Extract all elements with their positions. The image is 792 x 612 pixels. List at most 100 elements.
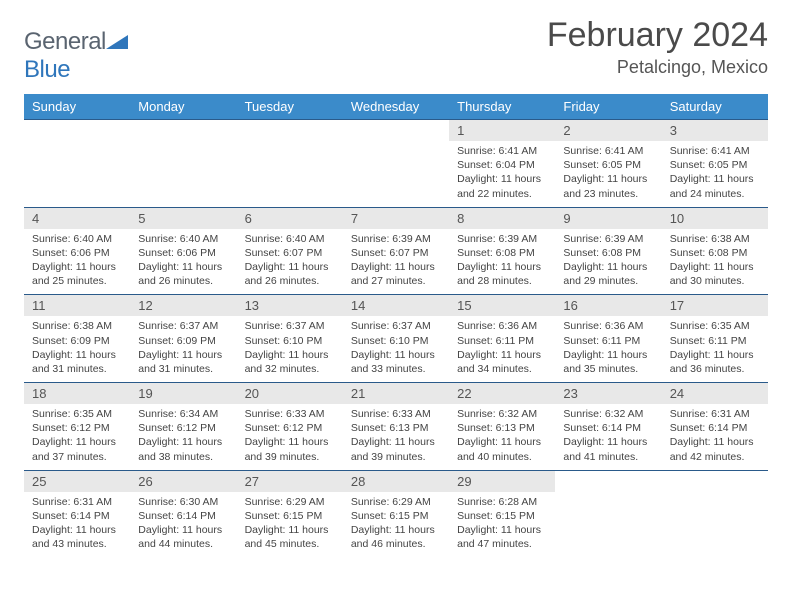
logo-part1: General — [24, 28, 106, 55]
sunset-line: Sunset: 6:15 PM — [351, 509, 441, 523]
day-number-cell: 16 — [555, 295, 661, 317]
logo-text: General Blue — [24, 28, 128, 84]
sunset-line: Sunset: 6:11 PM — [670, 334, 760, 348]
daylight-line: Daylight: 11 hours and 31 minutes. — [138, 348, 228, 376]
sunset-line: Sunset: 6:10 PM — [245, 334, 335, 348]
sunrise-line: Sunrise: 6:33 AM — [245, 407, 335, 421]
sunset-line: Sunset: 6:15 PM — [457, 509, 547, 523]
weekday-header: Saturday — [662, 94, 768, 120]
sunset-line: Sunset: 6:15 PM — [245, 509, 335, 523]
sunset-line: Sunset: 6:13 PM — [457, 421, 547, 435]
day-text-cell: Sunrise: 6:31 AMSunset: 6:14 PMDaylight:… — [662, 404, 768, 470]
title-block: February 2024 Petalcingo, Mexico — [547, 16, 768, 78]
day-number-cell: 18 — [24, 383, 130, 405]
day-number-cell: 28 — [343, 470, 449, 492]
day-number-cell: 25 — [24, 470, 130, 492]
sunset-line: Sunset: 6:14 PM — [670, 421, 760, 435]
day-number-row: 18192021222324 — [24, 383, 768, 405]
sunset-line: Sunset: 6:06 PM — [32, 246, 122, 260]
day-number-cell — [24, 120, 130, 142]
day-text-cell: Sunrise: 6:29 AMSunset: 6:15 PMDaylight:… — [343, 492, 449, 558]
weekday-header: Wednesday — [343, 94, 449, 120]
day-text-row: Sunrise: 6:40 AMSunset: 6:06 PMDaylight:… — [24, 229, 768, 295]
day-number-cell: 15 — [449, 295, 555, 317]
sunrise-line: Sunrise: 6:36 AM — [563, 319, 653, 333]
day-text-cell: Sunrise: 6:41 AMSunset: 6:04 PMDaylight:… — [449, 141, 555, 207]
day-text-row: Sunrise: 6:38 AMSunset: 6:09 PMDaylight:… — [24, 316, 768, 382]
day-number-cell: 21 — [343, 383, 449, 405]
daylight-line: Daylight: 11 hours and 31 minutes. — [32, 348, 122, 376]
sunset-line: Sunset: 6:05 PM — [563, 158, 653, 172]
daylight-line: Daylight: 11 hours and 46 minutes. — [351, 523, 441, 551]
weekday-header: Monday — [130, 94, 236, 120]
day-text-cell: Sunrise: 6:39 AMSunset: 6:07 PMDaylight:… — [343, 229, 449, 295]
day-text-row: Sunrise: 6:41 AMSunset: 6:04 PMDaylight:… — [24, 141, 768, 207]
logo-part2: Blue — [24, 56, 70, 83]
sunrise-line: Sunrise: 6:30 AM — [138, 495, 228, 509]
day-number-cell: 3 — [662, 120, 768, 142]
daylight-line: Daylight: 11 hours and 38 minutes. — [138, 435, 228, 463]
day-number-cell — [130, 120, 236, 142]
day-text-cell: Sunrise: 6:41 AMSunset: 6:05 PMDaylight:… — [662, 141, 768, 207]
day-number-cell: 4 — [24, 207, 130, 229]
day-number-cell: 12 — [130, 295, 236, 317]
sunrise-line: Sunrise: 6:28 AM — [457, 495, 547, 509]
sunset-line: Sunset: 6:11 PM — [457, 334, 547, 348]
day-number-cell: 20 — [237, 383, 343, 405]
daylight-line: Daylight: 11 hours and 34 minutes. — [457, 348, 547, 376]
sunrise-line: Sunrise: 6:31 AM — [32, 495, 122, 509]
daylight-line: Daylight: 11 hours and 43 minutes. — [32, 523, 122, 551]
day-number-cell: 1 — [449, 120, 555, 142]
sunrise-line: Sunrise: 6:38 AM — [32, 319, 122, 333]
daylight-line: Daylight: 11 hours and 42 minutes. — [670, 435, 760, 463]
daylight-line: Daylight: 11 hours and 26 minutes. — [245, 260, 335, 288]
day-text-row: Sunrise: 6:35 AMSunset: 6:12 PMDaylight:… — [24, 404, 768, 470]
sunrise-line: Sunrise: 6:40 AM — [32, 232, 122, 246]
calendar-table: SundayMondayTuesdayWednesdayThursdayFrid… — [24, 94, 768, 557]
day-number-cell: 26 — [130, 470, 236, 492]
daylight-line: Daylight: 11 hours and 28 minutes. — [457, 260, 547, 288]
day-text-cell: Sunrise: 6:39 AMSunset: 6:08 PMDaylight:… — [449, 229, 555, 295]
sunrise-line: Sunrise: 6:38 AM — [670, 232, 760, 246]
sunrise-line: Sunrise: 6:39 AM — [457, 232, 547, 246]
sunset-line: Sunset: 6:09 PM — [138, 334, 228, 348]
day-number-cell: 10 — [662, 207, 768, 229]
day-text-cell: Sunrise: 6:35 AMSunset: 6:11 PMDaylight:… — [662, 316, 768, 382]
day-number-row: 2526272829 — [24, 470, 768, 492]
daylight-line: Daylight: 11 hours and 26 minutes. — [138, 260, 228, 288]
day-number-cell: 6 — [237, 207, 343, 229]
sunrise-line: Sunrise: 6:40 AM — [138, 232, 228, 246]
day-text-cell: Sunrise: 6:31 AMSunset: 6:14 PMDaylight:… — [24, 492, 130, 558]
day-number-cell: 5 — [130, 207, 236, 229]
day-number-cell — [343, 120, 449, 142]
daylight-line: Daylight: 11 hours and 35 minutes. — [563, 348, 653, 376]
day-number-cell — [662, 470, 768, 492]
sunrise-line: Sunrise: 6:41 AM — [670, 144, 760, 158]
sunrise-line: Sunrise: 6:35 AM — [670, 319, 760, 333]
day-text-cell: Sunrise: 6:40 AMSunset: 6:06 PMDaylight:… — [24, 229, 130, 295]
sunrise-line: Sunrise: 6:33 AM — [351, 407, 441, 421]
day-text-cell: Sunrise: 6:29 AMSunset: 6:15 PMDaylight:… — [237, 492, 343, 558]
daylight-line: Daylight: 11 hours and 44 minutes. — [138, 523, 228, 551]
sunset-line: Sunset: 6:13 PM — [351, 421, 441, 435]
sunset-line: Sunset: 6:06 PM — [138, 246, 228, 260]
sunset-line: Sunset: 6:07 PM — [351, 246, 441, 260]
sunset-line: Sunset: 6:12 PM — [32, 421, 122, 435]
sunset-line: Sunset: 6:08 PM — [457, 246, 547, 260]
day-text-cell: Sunrise: 6:37 AMSunset: 6:09 PMDaylight:… — [130, 316, 236, 382]
sunrise-line: Sunrise: 6:41 AM — [457, 144, 547, 158]
weekday-header: Thursday — [449, 94, 555, 120]
sunrise-line: Sunrise: 6:39 AM — [563, 232, 653, 246]
sunset-line: Sunset: 6:14 PM — [563, 421, 653, 435]
logo-triangle-icon — [106, 33, 128, 49]
day-text-cell: Sunrise: 6:28 AMSunset: 6:15 PMDaylight:… — [449, 492, 555, 558]
sunrise-line: Sunrise: 6:40 AM — [245, 232, 335, 246]
daylight-line: Daylight: 11 hours and 24 minutes. — [670, 172, 760, 200]
day-number-cell: 9 — [555, 207, 661, 229]
sunrise-line: Sunrise: 6:34 AM — [138, 407, 228, 421]
day-number-cell: 13 — [237, 295, 343, 317]
day-text-cell: Sunrise: 6:40 AMSunset: 6:07 PMDaylight:… — [237, 229, 343, 295]
day-text-cell: Sunrise: 6:38 AMSunset: 6:09 PMDaylight:… — [24, 316, 130, 382]
weekday-header: Tuesday — [237, 94, 343, 120]
day-number-row: 11121314151617 — [24, 295, 768, 317]
